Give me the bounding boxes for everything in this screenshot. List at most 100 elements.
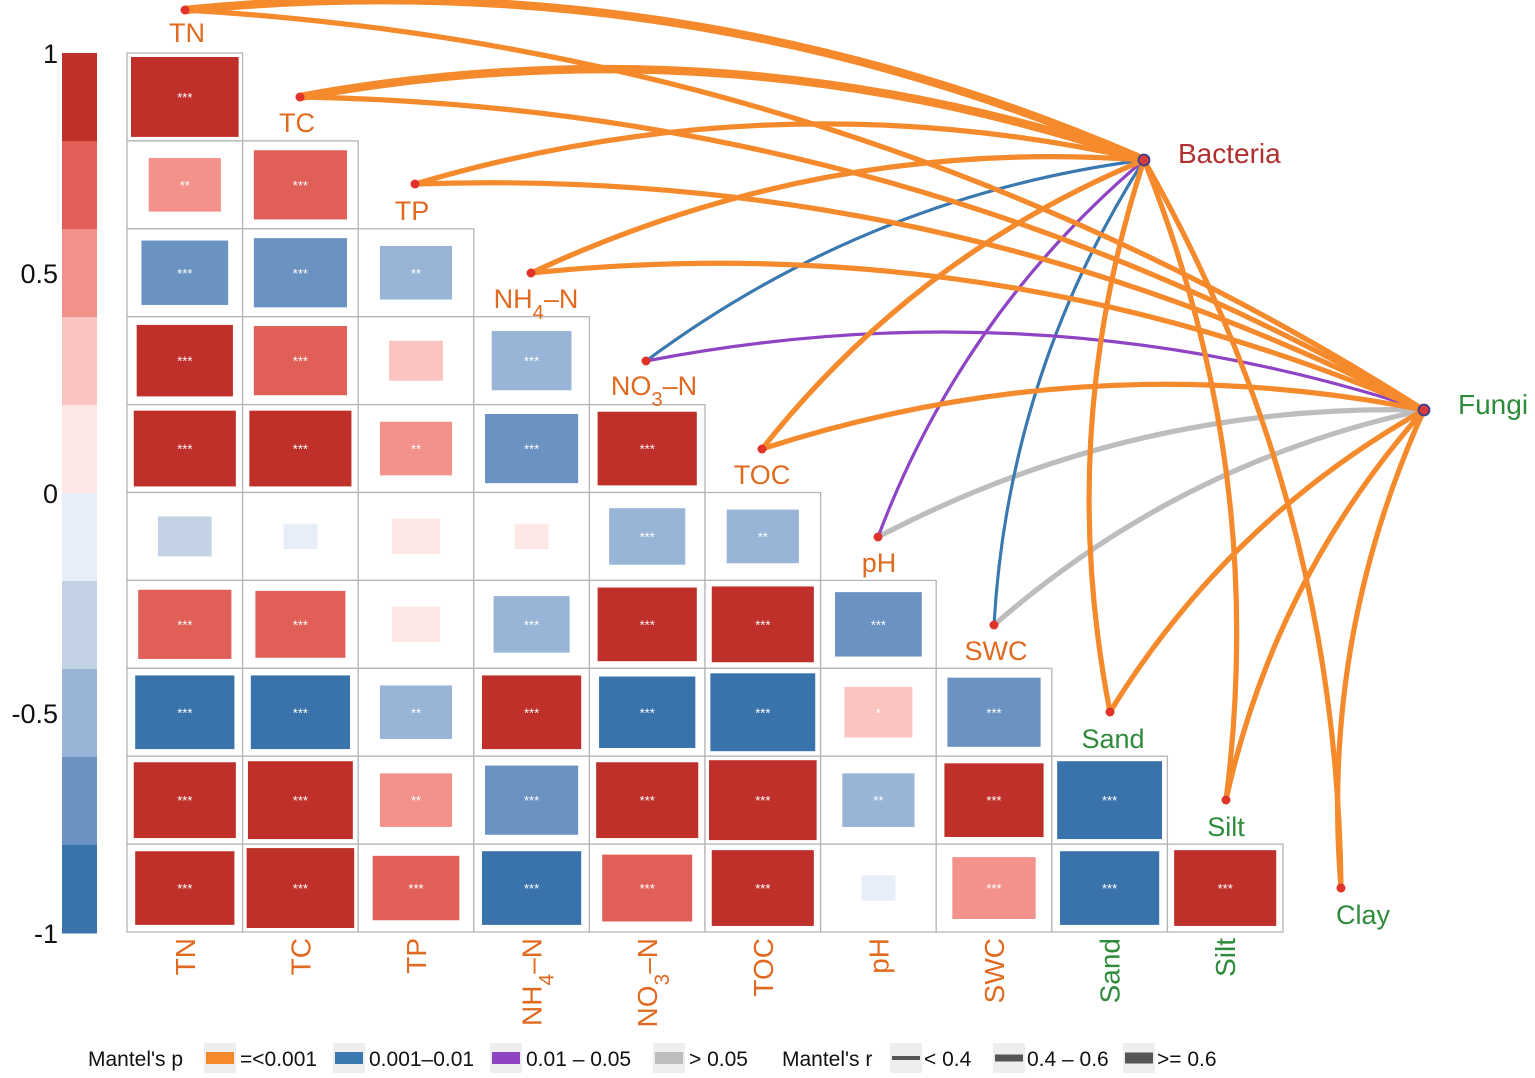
cell-no3-n-nh4-n [485, 413, 579, 484]
legend-r-label: < 0.4 [924, 1048, 972, 1071]
cell-no3-n-tc [249, 410, 352, 487]
cell-significance: *** [293, 266, 308, 281]
link-bacteria-sand [1086, 157, 1147, 715]
colorbar-segment [62, 669, 97, 758]
node-sand [1105, 707, 1115, 717]
cell-tp-tp [379, 245, 453, 300]
cell-significance: *** [640, 617, 655, 632]
node-toc [757, 444, 767, 454]
colorbar-tick-label: -1 [34, 919, 58, 949]
node-label-tp: TP [395, 196, 430, 226]
colorbar-tick-label: -0.5 [11, 699, 58, 729]
colorbar-segment [62, 493, 97, 582]
cell-significance: *** [293, 881, 308, 896]
cell-significance: ** [411, 705, 421, 720]
node-label-silt: Silt [1207, 812, 1245, 842]
cell-significance: *** [1102, 793, 1117, 808]
cell-silt-tn [135, 851, 235, 925]
cell-sand-sand [1057, 761, 1163, 840]
cell-significance: *** [640, 881, 655, 896]
mantel-links [180, 0, 1427, 891]
legend-p-label: > 0.05 [689, 1048, 748, 1071]
cell-silt-no3-n [602, 854, 693, 922]
link-fungi-ph [875, 407, 1427, 540]
cell-significance: *** [524, 881, 539, 896]
cell-sand-toc [709, 760, 817, 841]
mantel-nodes: TNTCTPNH4–NNO3–NTOCpHSWCSandSiltClayBact… [169, 5, 1528, 930]
node-label-clay: Clay [1336, 900, 1391, 930]
legend-p-swatch [206, 1052, 234, 1064]
x-label-no3-n: NO3–N [632, 938, 674, 1027]
link-fungi-sand [1107, 407, 1427, 715]
colorbar-segment [62, 757, 97, 846]
group-node-fungi [1417, 403, 1431, 417]
cell-significance: *** [986, 881, 1001, 896]
cell-swc-tn [135, 675, 235, 750]
cell-silt-nh4-n [481, 851, 582, 925]
legend-r-swatch [892, 1056, 920, 1060]
cell-silt-tp [372, 855, 460, 921]
cell-tc-tc [253, 150, 347, 220]
cell-toc-toc [726, 509, 799, 564]
cell-swc-no3-n [599, 676, 696, 748]
cell-significance: ** [411, 266, 421, 281]
cell-significance: *** [293, 354, 308, 369]
cell-tc-tn [148, 158, 221, 212]
legend-p-swatch [335, 1052, 363, 1064]
cell-tn-tn [131, 57, 239, 137]
cell-nh4-n-tn [136, 324, 233, 397]
cell-silt-sand [1059, 851, 1160, 925]
cell-sand-no3-n [596, 762, 699, 839]
link-bacteria-tc [295, 64, 1149, 165]
cell-significance: *** [1102, 881, 1117, 896]
cell-ph-tn [138, 589, 232, 659]
node-silt [1221, 795, 1231, 805]
cell-significance: *** [1218, 881, 1233, 896]
cell-sand-swc [944, 763, 1044, 837]
cell-ph-tp [391, 606, 441, 643]
colorbar-segment [62, 581, 97, 670]
cell-significance: *** [524, 617, 539, 632]
colorbar-segment [62, 405, 97, 494]
cell-sand-tp [379, 773, 453, 827]
legend-r-swatch [1125, 1052, 1153, 1064]
link-bacteria-ph [876, 158, 1146, 539]
node-swc [989, 620, 999, 630]
cell-no3-n-tn [133, 410, 236, 487]
cell-significance: *** [177, 90, 192, 105]
link-fungi-tn [182, 7, 1427, 413]
cell-toc-no3-n [609, 508, 686, 565]
link-fungi-nh4-n [528, 260, 1427, 413]
cell-significance: ** [411, 793, 421, 808]
cell-swc-swc [947, 677, 1041, 747]
group-label-bacteria: Bacteria [1178, 138, 1281, 169]
x-label-tc: TC [285, 938, 316, 975]
legend: Mantel's p =<0.001 0.001–0.01 0.01 – 0.05 > … [88, 1043, 1217, 1073]
cell-significance: *** [408, 881, 423, 896]
cell-significance: *** [293, 617, 308, 632]
cell-toc-nh4-n [514, 523, 549, 550]
cell-toc-tc [283, 523, 318, 550]
cell-ph-tc [255, 590, 346, 658]
legend-p-label: =<0.001 [240, 1048, 317, 1071]
link-fungi-silt [1223, 407, 1427, 803]
cell-sand-tc [247, 761, 353, 840]
node-label-tn: TN [169, 18, 205, 48]
cell-ph-nh4-n [493, 596, 570, 653]
cell-significance: *** [177, 354, 192, 369]
node-tp [410, 179, 420, 189]
cell-significance: *** [293, 178, 308, 193]
node-label-toc: TOC [734, 460, 791, 490]
cell-silt-toc [711, 850, 814, 926]
cell-significance: *** [177, 617, 192, 632]
cell-ph-no3-n [597, 587, 697, 662]
cell-significance: ** [873, 793, 883, 808]
cell-sand-tn [133, 762, 236, 839]
cell-significance: *** [524, 705, 539, 720]
x-label-swc: SWC [979, 938, 1010, 1003]
cell-significance: *** [640, 442, 655, 457]
cell-significance: *** [640, 705, 655, 720]
colorbar-segment [62, 229, 97, 318]
cell-ph-ph [835, 592, 922, 657]
